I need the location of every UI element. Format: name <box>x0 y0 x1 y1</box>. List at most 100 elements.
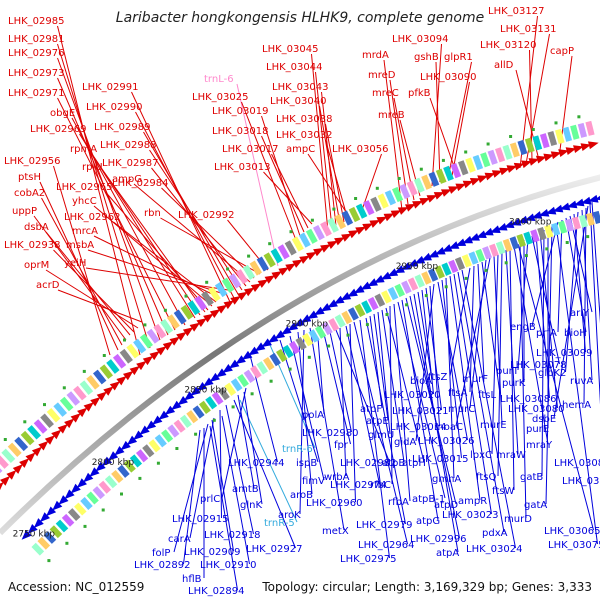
forward-feature <box>587 141 599 150</box>
connector-glpr1 <box>447 61 472 179</box>
forward-feature <box>565 147 577 155</box>
connector-lhk-03040 <box>319 105 341 225</box>
reverse-feature <box>114 446 125 456</box>
cog-block <box>488 243 499 257</box>
marker-dot <box>327 344 331 348</box>
reverse-feature <box>248 346 259 356</box>
gene-label-bioa: bioA <box>410 376 432 387</box>
cog-block <box>374 293 386 307</box>
connector-glpk2 <box>565 211 579 373</box>
gene-label-lhk-02974: LHK_02974 <box>330 480 386 491</box>
cog-block <box>99 364 113 380</box>
forward-feature <box>51 429 62 440</box>
cog-block <box>450 162 462 179</box>
connector-arok <box>299 329 305 515</box>
marker-dot <box>586 235 590 239</box>
connector-lhk-02982 <box>335 329 390 463</box>
reverse-feature <box>89 467 100 477</box>
forward-feature <box>216 304 228 314</box>
forward-feature <box>44 435 55 445</box>
marker-dot <box>554 121 558 125</box>
forward-feature <box>348 230 359 239</box>
marker-dot <box>419 167 423 171</box>
reverse-feature <box>95 461 106 472</box>
reverse-feature <box>428 249 439 258</box>
cog-block <box>146 328 160 344</box>
cog-block <box>256 256 269 272</box>
marker-dot <box>307 355 311 359</box>
cog-block <box>475 248 486 263</box>
gene-label-dsbe: dsbE <box>532 414 556 425</box>
cog-block <box>315 325 327 339</box>
marker-dot <box>385 313 389 316</box>
cog-block <box>55 519 69 533</box>
reverse-feature <box>287 322 299 331</box>
marker-dot <box>424 294 428 298</box>
marker-dot <box>509 135 513 138</box>
cog-block <box>142 444 155 458</box>
reverse-feature <box>261 338 272 348</box>
connector-ampc <box>307 153 351 219</box>
connector-lhk-03019 <box>261 115 301 237</box>
cog-block <box>111 469 124 484</box>
forward-feature <box>116 376 127 386</box>
connector-mred <box>389 79 409 205</box>
gene-label-lhk-02984: LHK_02984 <box>112 178 168 189</box>
reverse-feature <box>133 430 144 440</box>
reverse-feature <box>215 368 227 378</box>
reverse-feature <box>510 218 522 226</box>
gene-label-lhk-03020: LHK_03020 <box>384 390 440 401</box>
forward-feature <box>426 195 438 203</box>
reverse-feature <box>33 518 44 528</box>
gene-label-mure: murE <box>480 420 507 431</box>
gene-label-lhk-02892: LHK_02892 <box>134 560 190 571</box>
gene-label-lhk-03023: LHK_03023 <box>442 510 498 521</box>
connector-lhk-02974 <box>345 325 380 485</box>
gene-label-ftsq: ftsQ <box>476 472 496 483</box>
reverse-feature <box>414 255 426 264</box>
gene-label-ftsw: ftsW <box>492 486 514 497</box>
connector-coba2 <box>41 197 123 346</box>
reverse-feature <box>353 285 365 294</box>
forward-feature <box>203 313 214 323</box>
connector-folp <box>173 423 209 553</box>
gene-label-rbn: rbn <box>144 208 161 219</box>
forward-feature <box>156 346 167 356</box>
forward-feature <box>182 327 194 337</box>
connector-purt <box>517 237 529 371</box>
marker-dot <box>268 242 272 246</box>
forward-feature <box>573 145 584 153</box>
reverse-feature <box>177 396 188 406</box>
cog-block <box>284 240 297 256</box>
connector-ftsa <box>469 265 475 393</box>
marker-dot <box>123 338 126 342</box>
cog-block <box>578 214 588 228</box>
cog-block <box>539 133 550 149</box>
gene-label-glnk: glnK <box>240 500 262 511</box>
cog-block <box>524 137 535 153</box>
gene-label-ftsl: ftsL <box>478 390 496 401</box>
reverse-feature <box>126 435 138 446</box>
cog-block <box>92 486 106 500</box>
gene-label-rpma: rpmA <box>70 144 97 155</box>
marker-dot <box>310 218 314 222</box>
cog-block <box>585 212 595 226</box>
gene-label-lhk-03015: LHK_03015 <box>412 454 468 465</box>
forward-feature <box>0 475 11 486</box>
cog-block <box>282 344 294 359</box>
connector-lhk-02987 <box>151 167 247 287</box>
connector-lhk-02956 <box>53 165 111 356</box>
marker-dot <box>175 447 179 450</box>
gene-label-gatb: gatB <box>520 472 543 483</box>
gene-label-mrec: mreC <box>372 88 399 99</box>
gene-label-ptsh: ptsH <box>18 172 41 183</box>
reverse-feature <box>274 330 286 339</box>
marker-dot <box>184 294 188 298</box>
gene-label-glmu: glmU <box>368 430 394 441</box>
gene-label-lhk-03032: LHK_03032 <box>276 130 332 141</box>
reverse-feature <box>587 194 599 203</box>
cog-block <box>14 436 29 452</box>
connector-lhk-02975 <box>359 319 390 559</box>
reverse-feature <box>76 478 87 488</box>
cog-block <box>341 210 354 226</box>
